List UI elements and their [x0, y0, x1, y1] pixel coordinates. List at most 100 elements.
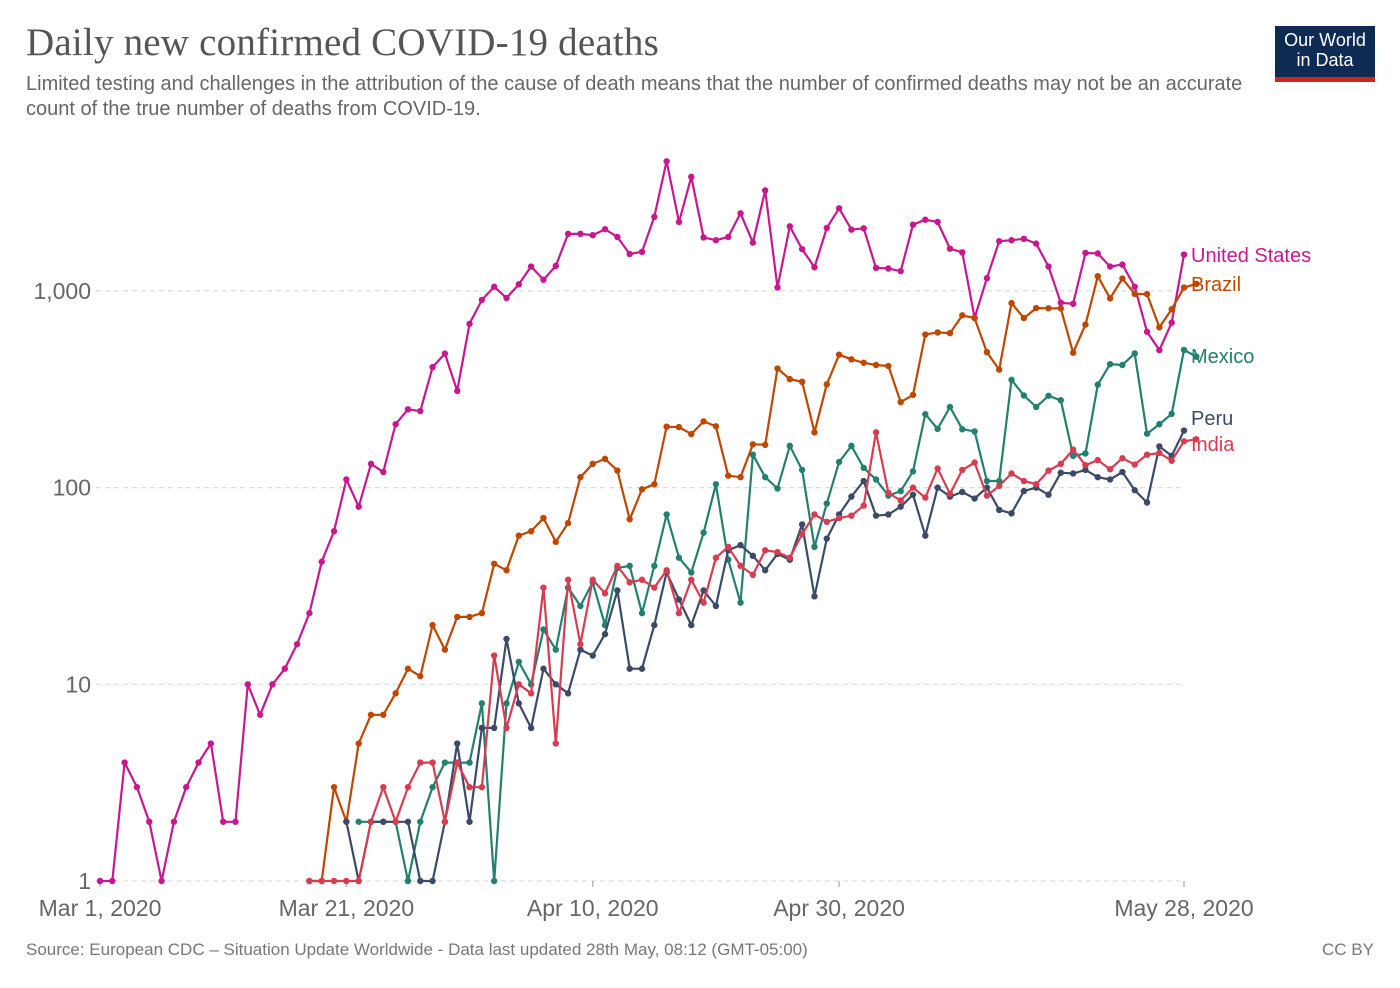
data-point[interactable] — [441, 759, 449, 766]
data-point[interactable] — [380, 783, 387, 791]
data-point[interactable] — [1094, 473, 1101, 481]
data-point[interactable] — [417, 407, 424, 415]
data-point[interactable] — [1156, 324, 1163, 331]
data-point[interactable] — [835, 514, 843, 522]
data-point[interactable] — [466, 783, 473, 791]
data-point[interactable] — [441, 350, 449, 357]
data-point[interactable] — [971, 459, 978, 466]
data-point[interactable] — [663, 423, 670, 430]
data-point[interactable] — [675, 423, 683, 431]
data-point[interactable] — [1119, 468, 1126, 476]
data-point[interactable] — [1131, 461, 1138, 468]
data-point[interactable] — [1057, 397, 1065, 404]
data-point[interactable] — [798, 530, 806, 538]
data-point[interactable] — [601, 590, 609, 597]
data-point[interactable] — [1069, 349, 1077, 356]
data-point[interactable] — [219, 818, 227, 825]
data-point[interactable] — [540, 514, 547, 522]
data-point[interactable] — [503, 294, 510, 302]
data-point[interactable] — [798, 521, 806, 528]
data-point[interactable] — [441, 818, 449, 825]
data-point[interactable] — [367, 818, 375, 825]
data-point[interactable] — [552, 646, 559, 653]
data-point[interactable] — [1156, 449, 1163, 457]
data-point[interactable] — [1143, 499, 1151, 506]
data-point[interactable] — [934, 218, 941, 226]
data-point[interactable] — [454, 759, 461, 766]
data-point[interactable] — [527, 724, 535, 732]
data-point[interactable] — [1020, 477, 1028, 485]
data-point[interactable] — [1082, 466, 1089, 474]
data-point[interactable] — [1008, 510, 1015, 517]
data-point[interactable] — [1094, 456, 1101, 464]
data-point[interactable] — [404, 665, 412, 672]
data-point[interactable] — [860, 477, 867, 485]
data-point[interactable] — [946, 490, 954, 497]
data-point[interactable] — [811, 263, 818, 271]
data-point[interactable] — [872, 512, 880, 519]
data-point[interactable] — [909, 491, 917, 498]
data-point[interactable] — [798, 245, 806, 253]
data-point[interactable] — [1045, 467, 1052, 474]
data-point[interactable] — [293, 640, 301, 648]
data-point[interactable] — [515, 681, 523, 688]
data-point[interactable] — [848, 442, 855, 450]
data-point[interactable] — [380, 711, 387, 718]
data-point[interactable] — [1094, 272, 1101, 280]
data-point[interactable] — [564, 576, 572, 583]
data-point[interactable] — [1094, 250, 1101, 257]
data-point[interactable] — [848, 356, 855, 363]
data-point[interactable] — [983, 477, 991, 485]
data-point[interactable] — [577, 646, 584, 653]
data-point[interactable] — [626, 250, 633, 258]
data-point[interactable] — [1180, 438, 1188, 445]
data-point[interactable] — [971, 314, 978, 322]
data-point[interactable] — [232, 818, 239, 825]
data-point[interactable] — [885, 489, 892, 497]
data-point[interactable] — [478, 609, 486, 617]
data-point[interactable] — [1119, 261, 1126, 268]
data-point[interactable] — [946, 245, 954, 252]
data-point[interactable] — [466, 759, 473, 766]
data-point[interactable] — [1008, 299, 1015, 307]
data-point[interactable] — [1057, 299, 1065, 306]
data-point[interactable] — [700, 587, 707, 594]
data-point[interactable] — [663, 567, 670, 574]
data-point[interactable] — [675, 596, 683, 603]
data-point[interactable] — [897, 267, 904, 275]
data-point[interactable] — [934, 329, 941, 336]
data-point[interactable] — [1168, 306, 1175, 313]
data-point[interactable] — [1020, 235, 1028, 243]
data-point[interactable] — [429, 621, 436, 629]
data-point[interactable] — [306, 877, 313, 885]
data-point[interactable] — [540, 665, 547, 672]
data-point[interactable] — [897, 487, 904, 495]
data-point[interactable] — [725, 233, 732, 241]
data-point[interactable] — [638, 609, 646, 617]
data-point[interactable] — [1106, 263, 1114, 270]
data-point[interactable] — [700, 599, 707, 606]
series-brazil[interactable] — [306, 272, 1200, 885]
data-point[interactable] — [466, 613, 473, 621]
data-point[interactable] — [848, 226, 855, 233]
data-point[interactable] — [1168, 319, 1175, 326]
data-point[interactable] — [417, 759, 424, 766]
data-point[interactable] — [996, 366, 1003, 373]
data-point[interactable] — [897, 398, 904, 406]
data-point[interactable] — [885, 362, 892, 370]
data-point[interactable] — [515, 532, 523, 539]
data-point[interactable] — [651, 584, 658, 591]
data-point[interactable] — [490, 283, 498, 290]
data-point[interactable] — [1008, 237, 1015, 244]
data-point[interactable] — [811, 543, 818, 551]
data-point[interactable] — [158, 877, 165, 885]
data-point[interactable] — [1032, 403, 1040, 411]
data-point[interactable] — [1131, 487, 1138, 494]
data-point[interactable] — [170, 818, 178, 825]
data-point[interactable] — [811, 593, 818, 600]
data-point[interactable] — [1008, 470, 1015, 477]
data-point[interactable] — [527, 690, 535, 697]
data-point[interactable] — [1057, 469, 1065, 476]
data-point[interactable] — [774, 365, 781, 372]
data-point[interactable] — [1069, 452, 1077, 460]
